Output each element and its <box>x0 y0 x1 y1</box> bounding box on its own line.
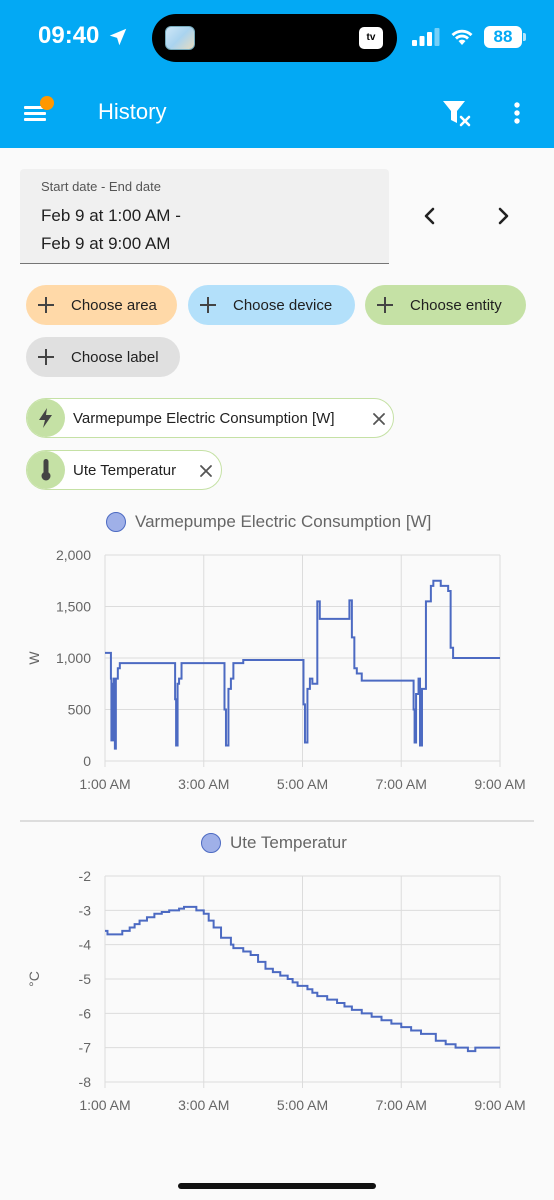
series-line[interactable] <box>105 579 500 750</box>
temperature-chart: -8 -7 -6 -5 -4 -3 -2 1:00 AM 3:00 AM 5:00 AM 7:00 … <box>26 868 526 1113</box>
y-tick-label: -7 <box>79 1040 92 1056</box>
y-tick-label: 1,500 <box>56 599 91 615</box>
plus-icon <box>38 297 54 313</box>
choose-device-label: Choose device <box>233 296 333 314</box>
y-tick-label: -4 <box>79 937 92 953</box>
x-tick-label: 3:00 AM <box>178 1097 229 1113</box>
y-tick-label: 0 <box>83 753 91 769</box>
x-tick-label: 5:00 AM <box>277 1097 328 1113</box>
home-indicator <box>178 1183 376 1189</box>
x-tick-label: 1:00 AM <box>79 1097 130 1113</box>
y-tick-label: 2,000 <box>56 547 91 563</box>
cellular-signal-icon <box>412 28 440 46</box>
battery-indicator: 88 <box>484 26 522 48</box>
choose-entity-chip[interactable]: Choose entity <box>365 285 526 325</box>
apple-tv-icon: tv <box>359 27 383 49</box>
x-tick-label: 1:00 AM <box>79 776 130 792</box>
plus-icon <box>38 349 54 365</box>
remove-entity-icon[interactable] <box>372 412 386 426</box>
y-tick-label: 500 <box>68 702 92 718</box>
date-range-end: Feb 9 at 9:00 AM <box>41 234 171 253</box>
menu-line <box>24 106 46 109</box>
notification-dot <box>40 96 54 110</box>
lightning-icon <box>27 399 65 437</box>
chevron-right-icon[interactable] <box>490 203 516 229</box>
chart-legend-consumption[interactable]: Varmepumpe Electric Consumption [W] <box>106 512 431 532</box>
dynamic-island: tv <box>152 14 397 62</box>
x-tick-label: 5:00 AM <box>277 776 328 792</box>
plus-icon <box>377 297 393 313</box>
clear-filter-icon[interactable] <box>440 96 474 130</box>
y-tick-label: -3 <box>79 902 92 918</box>
date-range-value: Feb 9 at 1:00 AM - Feb 9 at 9:00 AM <box>41 202 341 258</box>
choose-entity-label: Choose entity <box>410 296 502 314</box>
page-title: History <box>98 99 167 124</box>
date-range-label: Start date - End date <box>41 179 161 194</box>
date-range-start: Feb 9 at 1:00 AM - <box>41 206 181 225</box>
choose-area-label: Choose area <box>71 296 157 314</box>
y-tick-label: -6 <box>79 1005 92 1021</box>
entity-chip-varmepumpe[interactable]: Varmepumpe Electric Consumption [W] <box>26 398 394 438</box>
menu-line <box>24 118 46 121</box>
legend-label: Ute Temperatur <box>230 833 347 852</box>
legend-dot <box>106 512 126 532</box>
y-tick-label: -2 <box>79 868 92 884</box>
y-tick-label: -8 <box>79 1074 92 1090</box>
menu-line <box>24 112 46 115</box>
chart-legend-temperature[interactable]: Ute Temperatur <box>201 833 347 853</box>
wifi-icon <box>451 29 473 45</box>
battery-tip <box>523 33 526 41</box>
plus-icon <box>200 297 216 313</box>
location-arrow-icon <box>109 28 127 46</box>
consumption-chart: 0 500 1,000 1,500 2,000 1:00 AM 3:00 AM 5:00 AM… <box>26 547 526 792</box>
x-tick-label: 7:00 AM <box>376 1097 427 1113</box>
y-tick-label: -5 <box>79 971 92 987</box>
date-range-picker[interactable]: Start date - End date Feb 9 at 1:00 AM -… <box>20 169 389 264</box>
menu-button[interactable] <box>20 92 60 132</box>
choose-area-chip[interactable]: Choose area <box>26 285 177 325</box>
choose-label-chip[interactable]: Choose label <box>26 337 180 377</box>
thermometer-icon <box>27 451 65 489</box>
chevron-left-icon[interactable] <box>417 203 443 229</box>
x-tick-label: 3:00 AM <box>178 776 229 792</box>
legend-dot <box>201 833 221 853</box>
series-line[interactable] <box>105 905 500 1053</box>
entity-label: Varmepumpe Electric Consumption [W] <box>73 409 335 427</box>
choose-device-chip[interactable]: Choose device <box>188 285 355 325</box>
x-tick-label: 9:00 AM <box>474 776 525 792</box>
y-tick-label: 1,000 <box>56 650 91 666</box>
y-axis-label: W <box>26 651 42 665</box>
x-tick-label: 9:00 AM <box>474 1097 525 1113</box>
more-vertical-icon[interactable] <box>505 96 529 130</box>
status-time: 09:40 <box>38 22 100 49</box>
remove-entity-icon[interactable] <box>199 464 213 478</box>
entity-label: Ute Temperatur <box>73 461 177 479</box>
x-tick-label: 7:00 AM <box>376 776 427 792</box>
entity-chip-ute-temperatur[interactable]: Ute Temperatur <box>26 450 222 490</box>
choose-label-label: Choose label <box>71 348 159 366</box>
legend-label: Varmepumpe Electric Consumption [W] <box>135 512 432 531</box>
app-thumbnail <box>165 26 195 50</box>
status-bar: 09:40 tv 88 <box>0 0 554 76</box>
y-axis-label: °C <box>26 971 42 987</box>
chart-divider <box>20 820 534 822</box>
app-bar: History <box>0 76 554 148</box>
